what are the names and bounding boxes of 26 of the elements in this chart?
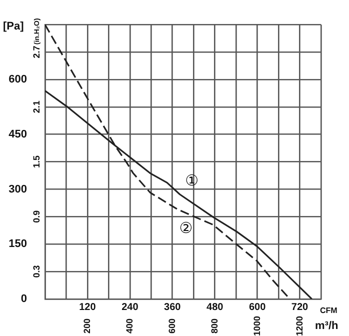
series-label: ② [179, 218, 193, 237]
x2-tick-label: 200 [82, 318, 92, 334]
x-tick-label: 600 [248, 302, 266, 313]
x2-tick-label: 400 [124, 318, 134, 334]
y-tick-label: 450 [8, 128, 27, 140]
y-tick-label: 300 [8, 183, 27, 196]
x-tick-label: 120 [79, 302, 96, 313]
y2-tick-label: 2.1 [31, 100, 42, 114]
y2-tick-label: 1.5 [31, 156, 42, 168]
y2-tick-label: 2.7 [31, 46, 42, 58]
y-tick-label: 0 [20, 293, 27, 306]
y2-tick-label: 0.3 [31, 265, 42, 278]
y-tick-label: 600 [8, 74, 27, 86]
x-tick-label: 360 [164, 302, 182, 313]
x2-axis-title: m³/h [315, 320, 338, 332]
x2-tick-label: 800 [209, 318, 220, 334]
y-tick-label: 150 [8, 238, 27, 250]
y-axis-title: [Pa] [3, 20, 24, 33]
x-tick-label: 240 [122, 302, 139, 313]
x-tick-label: 480 [206, 302, 224, 313]
x2-tick-label: 1200 [294, 316, 304, 336]
x2-tick-label: 600 [166, 318, 177, 334]
x2-tick-label: 1000 [252, 316, 262, 336]
y2-tick-label: 0.9 [31, 210, 42, 223]
x-tick-label: 720 [291, 302, 309, 313]
x-axis-title: CFM [320, 306, 338, 316]
